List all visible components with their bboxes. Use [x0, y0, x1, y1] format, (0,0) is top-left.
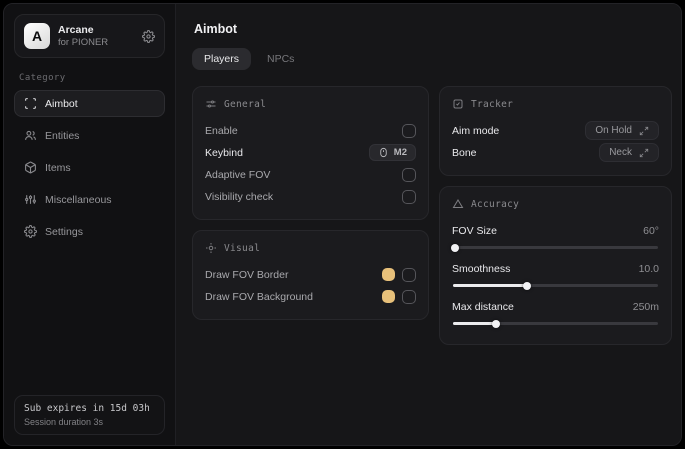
slider-handle[interactable] [492, 319, 501, 328]
triangle-target-icon [452, 198, 464, 210]
sidebar-item-items[interactable]: Items [14, 154, 165, 181]
sub-expiry-text: Sub expires in 15d 03h [24, 403, 150, 414]
page-title: Aimbot [194, 22, 238, 36]
setting-row-enable: Enable [205, 120, 416, 141]
target-tabs: Players NPCs [192, 48, 665, 70]
sidebar-item-label: Items [45, 161, 71, 174]
setting-row-max-distance: Max distance 250m [452, 296, 659, 328]
brand-name: Arcane [58, 23, 94, 36]
app-window: A Arcane for PIONER Category Aimbot [3, 3, 682, 446]
tab-npcs[interactable]: NPCs [267, 53, 295, 65]
setting-row-smoothness: Smoothness 10.0 [452, 258, 659, 290]
sidebar-item-label: Miscellaneous [45, 193, 112, 206]
smoothness-value: 10.0 [638, 262, 659, 275]
bone-select[interactable]: Neck [599, 143, 659, 162]
sidebar-item-settings[interactable]: Settings [14, 218, 165, 245]
setting-row-bone: Bone Neck [452, 142, 659, 163]
card-title: General [224, 98, 267, 110]
setting-row-draw-fov-background: Draw FOV Background [205, 286, 416, 307]
tab-players[interactable]: Players [192, 48, 252, 70]
sidebar-nav: Aimbot Entities Items Miscellaneous [14, 90, 165, 245]
keybind-button[interactable]: M2 [368, 144, 416, 161]
sidebar-item-aimbot[interactable]: Aimbot [14, 90, 165, 117]
max-distance-slider[interactable] [453, 319, 658, 328]
sliders-horizontal-icon [205, 98, 217, 110]
card-title: Tracker [471, 98, 514, 110]
enable-checkbox[interactable] [402, 123, 416, 138]
setting-row-adaptive-fov: Adaptive FOV [205, 164, 416, 185]
sidebar: A Arcane for PIONER Category Aimbot [4, 4, 176, 445]
fov-size-slider[interactable] [451, 243, 658, 252]
slider-handle[interactable] [522, 281, 531, 290]
sparkle-icon [205, 242, 217, 254]
fov-size-value: 60° [643, 224, 659, 237]
settings-gear-icon[interactable] [142, 29, 155, 43]
sidebar-item-label: Aimbot [45, 97, 78, 110]
sidebar-item-miscellaneous[interactable]: Miscellaneous [14, 186, 165, 213]
session-duration-text: Session duration 3s [24, 417, 104, 427]
entities-icon [24, 129, 37, 142]
main-panel: Aimbot Players NPCs General Enable [176, 4, 681, 445]
aim-mode-select[interactable]: On Hold [585, 121, 659, 140]
mouse-icon [378, 147, 389, 158]
card-title: Accuracy [471, 198, 520, 210]
crosshair-scan-icon [24, 97, 37, 110]
setting-row-aim-mode: Aim mode On Hold [452, 120, 659, 141]
setting-row-fov-size: FOV Size 60° [451, 220, 659, 252]
gear-icon [24, 225, 37, 238]
draw-fov-background-checkbox[interactable] [402, 289, 416, 304]
brand-card: A Arcane for PIONER [14, 14, 165, 58]
draw-fov-border-checkbox[interactable] [402, 267, 416, 282]
sidebar-item-label: Entities [45, 129, 80, 142]
fov-background-color-swatch[interactable] [382, 290, 395, 303]
expand-icon [639, 148, 649, 158]
adaptive-fov-checkbox[interactable] [402, 167, 416, 182]
tracker-card: Tracker Aim mode On Hold Bone [439, 86, 672, 176]
setting-row-draw-fov-border: Draw FOV Border [205, 264, 416, 285]
focus-frame-icon [452, 98, 464, 110]
brand-subtitle: for PIONER [58, 36, 109, 48]
category-label: Category [19, 73, 66, 83]
expand-icon [639, 126, 649, 136]
general-card: General Enable Keybind M2 [192, 86, 429, 220]
subscription-info: Sub expires in 15d 03h Session duration … [14, 395, 165, 435]
accuracy-card: Accuracy FOV Size 60° [439, 186, 672, 345]
fov-border-color-swatch[interactable] [382, 268, 395, 281]
setting-row-keybind: Keybind M2 [205, 142, 416, 163]
visibility-check-checkbox[interactable] [402, 189, 416, 204]
card-title: Visual [224, 242, 261, 254]
sidebar-item-label: Settings [45, 225, 83, 238]
setting-row-visibility-check: Visibility check [205, 186, 416, 207]
package-icon [24, 161, 37, 174]
brand-logo: A [24, 23, 50, 49]
max-distance-value: 250m [632, 300, 659, 313]
slider-handle[interactable] [451, 243, 460, 252]
sidebar-item-entities[interactable]: Entities [14, 122, 165, 149]
sliders-icon [24, 193, 37, 206]
visual-card: Visual Draw FOV Border Draw FOV Backgrou… [192, 230, 429, 320]
smoothness-slider[interactable] [453, 281, 658, 290]
